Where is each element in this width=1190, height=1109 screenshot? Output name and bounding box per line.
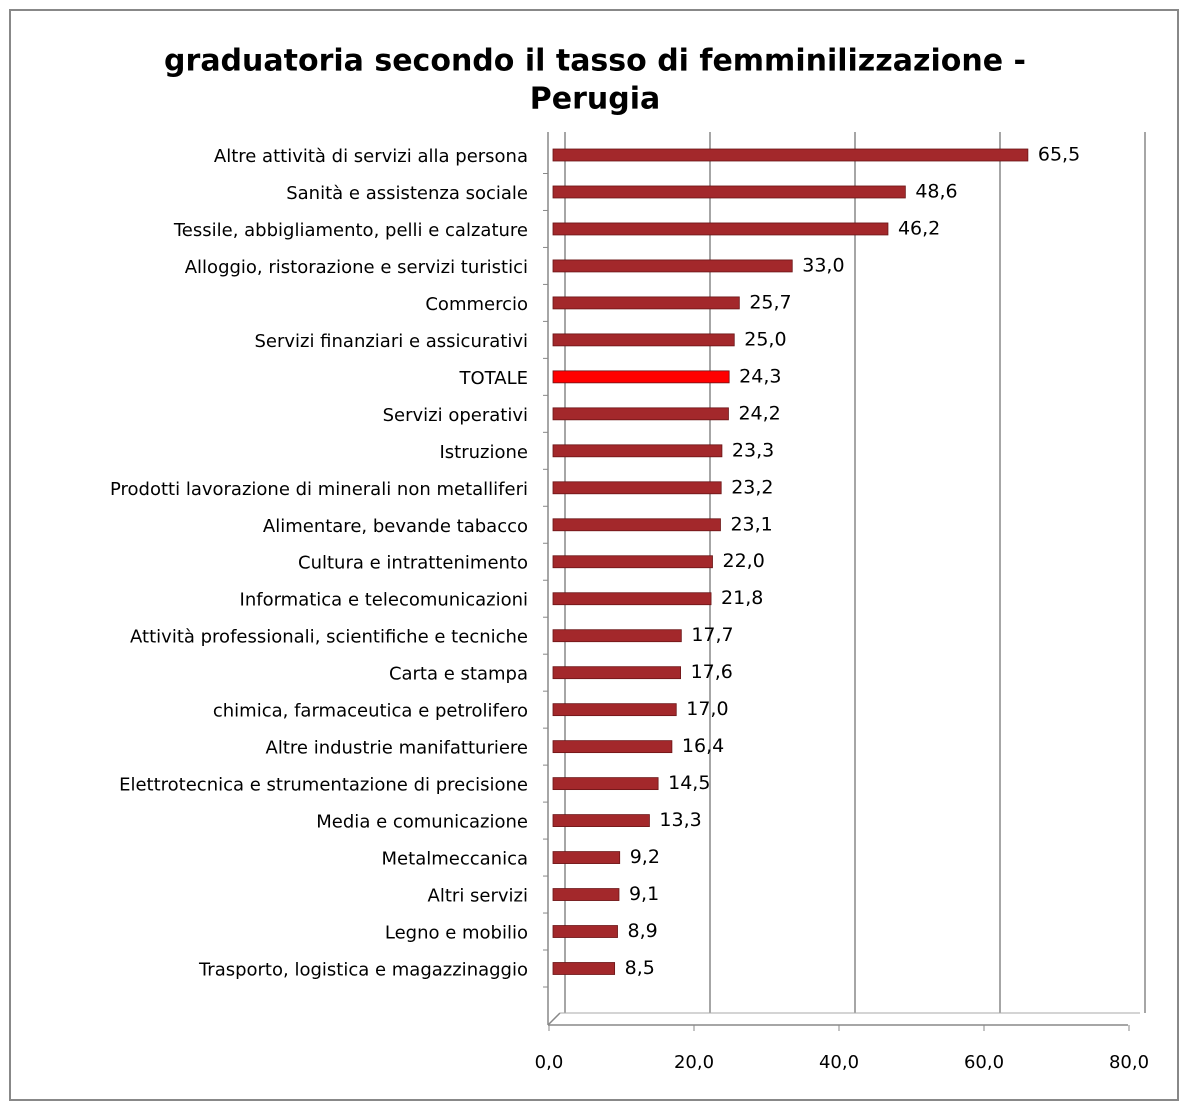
y-tick-label: Sanità e assistenza sociale [286,183,528,204]
value-label: 65,5 [1038,144,1080,166]
y-tick-label: Media e comunicazione [316,812,528,833]
x-tick-label: 20,0 [674,1052,714,1073]
y-tick-label: Legno e mobilio [385,923,528,944]
bar [552,148,1029,162]
value-label: 17,6 [691,661,733,683]
chart-title: Perugia [530,82,661,117]
bar [552,592,712,606]
bar [552,222,889,236]
y-tick-label: Altri servizi [428,886,528,907]
bar [552,962,616,975]
bar [552,481,722,495]
bar [552,851,621,864]
bar [552,185,906,199]
value-label: 25,0 [744,328,786,350]
value-label: 17,0 [686,698,728,720]
value-label: 22,0 [723,550,765,572]
y-tick-label: Commercio [425,294,528,315]
bar [552,925,618,938]
y-tick-label: Alloggio, ristorazione e servizi turisti… [185,257,528,278]
bar [552,666,681,680]
bar [552,703,677,717]
value-label: 23,1 [730,513,772,535]
bar [552,333,735,347]
axis-line [547,1012,561,1026]
value-label: 48,6 [915,180,957,202]
x-tick-label: 40,0 [819,1052,859,1073]
value-label: 23,2 [731,476,773,498]
bar [552,407,729,421]
y-tick-label: Trasporto, logistica e magazzinaggio [198,959,528,980]
bar [552,444,723,458]
value-label: 24,3 [739,365,781,387]
y-tick-label: Prodotti lavorazione di minerali non met… [110,479,528,500]
x-tick-label: 60,0 [964,1052,1004,1073]
bar [552,740,673,754]
y-tick-label: Attività professionali, scientifiche e t… [130,627,528,648]
y-tick-label: Servizi operativi [383,405,528,426]
value-label: 24,2 [738,402,780,424]
y-tick-label: chimica, farmaceutica e petrolifero [213,701,528,722]
value-label: 46,2 [898,217,940,239]
bar [552,296,740,310]
value-label: 33,0 [802,254,844,276]
value-label: 13,3 [659,809,701,831]
y-tick-label: Carta e stampa [389,664,528,685]
x-tick-label: 0,0 [535,1052,564,1073]
y-tick-label: Tessile, abbigliamento, pelli e calzatur… [173,220,528,241]
bar [552,888,620,901]
value-label: 9,2 [630,846,660,868]
value-label: 21,8 [721,587,763,609]
value-label: 17,7 [691,624,733,646]
y-tick-label: Altre industrie manifatturiere [266,738,528,759]
y-tick-label: TOTALE [459,368,528,389]
x-tick-label: 80,0 [1109,1052,1149,1073]
y-tick-label: Cultura e intrattenimento [298,553,528,574]
y-tick-label: Informatica e telecomunicazioni [240,590,528,611]
bar [552,370,730,384]
bar [552,777,659,791]
value-label: 23,3 [732,439,774,461]
y-tick-label: Altre attività di servizi alla persona [214,146,528,167]
bar [552,518,721,532]
value-label: 25,7 [749,291,791,313]
bar [552,555,713,569]
y-tick-label: Servizi finanziari e assicurativi [254,331,528,352]
value-label: 8,5 [625,957,655,979]
y-tick-label: Istruzione [440,442,529,463]
bar [552,814,650,827]
bar [552,259,793,273]
y-tick-label: Metalmeccanica [382,849,528,870]
value-label: 8,9 [628,920,658,942]
value-label: 14,5 [668,772,710,794]
y-tick-label: Alimentare, bevande tabacco [263,516,528,537]
value-label: 16,4 [682,735,724,757]
bar [552,629,682,643]
chart-title: graduatoria secondo il tasso di femminil… [164,44,1026,79]
y-tick-label: Elettrotecnica e strumentazione di preci… [119,775,528,796]
value-label: 9,1 [629,883,659,905]
